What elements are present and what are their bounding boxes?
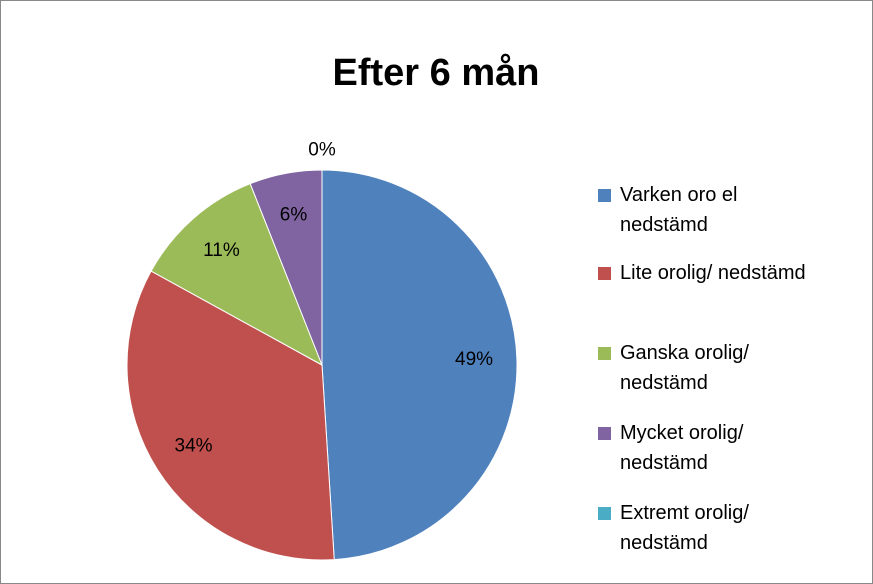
chart-title: Efter 6 mån [333,52,540,94]
pie-slice [321,169,518,561]
legend-label: Varken oro el nedstämd [620,184,738,236]
legend-item: Extremt orolig/ nedstämd [598,498,820,558]
legend-label: Lite orolig/ nedstämd [620,262,806,284]
data-label: 49% [455,349,493,370]
data-label: 6% [280,205,308,226]
legend-item: Ganska orolig/ nedstämd [598,338,820,398]
legend-swatch [598,189,611,202]
legend-label: Ganska orolig/ nedstämd [620,342,749,394]
data-label: 0% [308,140,336,161]
legend-label: Extremt orolig/ nedstämd [620,502,749,554]
legend-item: Varken oro el nedstämd [598,180,820,240]
legend-swatch [598,347,611,360]
legend-swatch [598,507,611,520]
data-label: 34% [175,436,213,457]
legend-label: Mycket orolig/ nedstämd [620,422,744,474]
data-label: 11% [203,240,240,261]
legend-swatch [598,427,611,440]
pie-slice [150,183,323,367]
legend-item: Lite orolig/ nedstämd [598,258,873,288]
legend-item: Mycket orolig/ nedstämd [598,418,820,478]
legend-swatch [598,267,611,280]
